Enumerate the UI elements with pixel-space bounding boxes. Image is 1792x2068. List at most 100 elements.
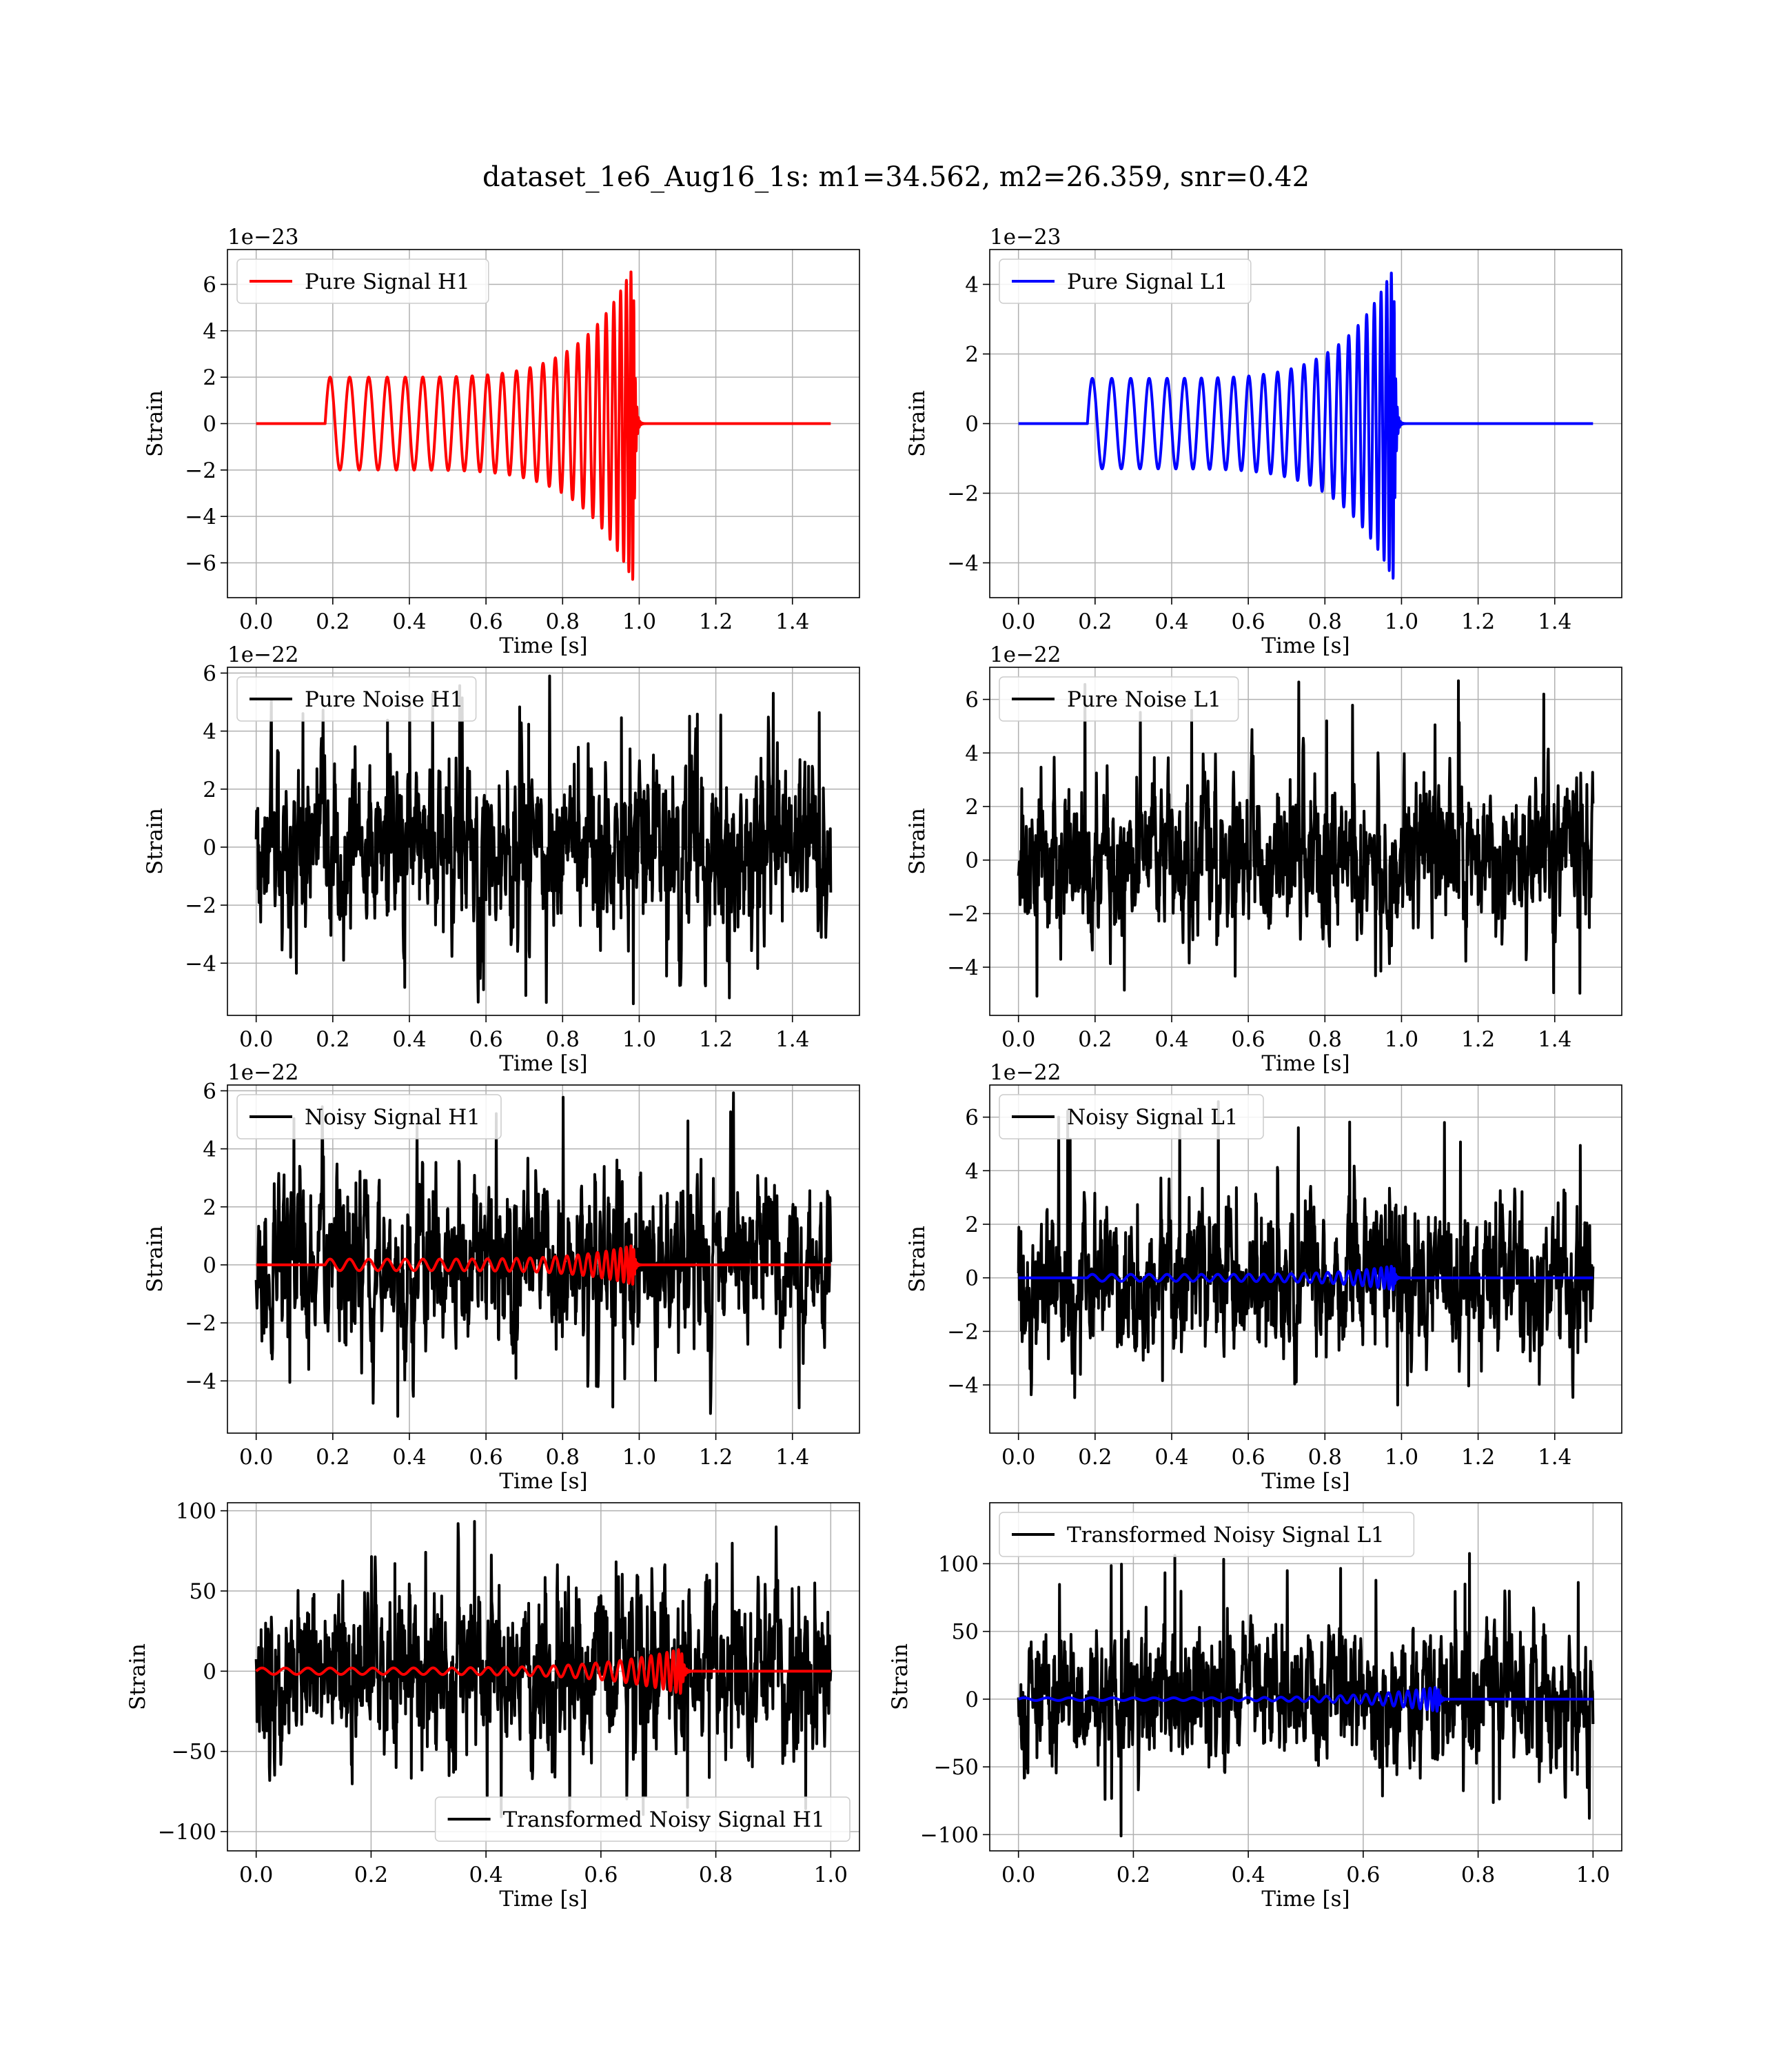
- x-tick-label: 0.0: [239, 1027, 273, 1052]
- legend: Noisy Signal L1: [999, 1094, 1264, 1139]
- legend: Transformed Noisy Signal H1: [434, 1796, 851, 1842]
- y-tick-label: 4: [965, 1159, 979, 1184]
- y-tick-label: 100: [176, 1499, 216, 1524]
- x-tick-label: 0.0: [239, 1445, 273, 1470]
- x-tick-label: 1.0: [1576, 1863, 1610, 1887]
- legend-label: Pure Noise L1: [1067, 687, 1221, 712]
- chart-panel-pure-signal-l1: 0.0 0.2 0.4 0.6 0.8 1.0 1.2 1.4 −4 −2 0 2 4 1e−23 Time…: [905, 225, 1622, 658]
- legend-box: [999, 1094, 1264, 1139]
- x-axis-label: Time [s]: [1261, 1887, 1350, 1912]
- axis-offset-label: 1e−22: [990, 642, 1061, 667]
- axes-frame: [989, 1502, 1622, 1852]
- axes-frame: [227, 1502, 860, 1852]
- x-tick-label: 0.2: [1078, 1445, 1112, 1470]
- legend-label: Pure Noise H1: [305, 687, 463, 712]
- y-tick-label: 100: [938, 1552, 979, 1577]
- x-tick-label: 0.6: [469, 1027, 502, 1052]
- x-tick-label: 1.4: [775, 609, 809, 634]
- series-line-noise: [1017, 1552, 1595, 1838]
- y-tick-label: −4: [185, 1369, 216, 1394]
- x-tick-label: 0.4: [392, 609, 426, 634]
- x-axis-label: Time [s]: [499, 633, 587, 658]
- x-tick-label: 0.8: [1461, 1863, 1495, 1887]
- legend: Pure Signal L1: [999, 258, 1252, 304]
- y-tick-label: −50: [934, 1755, 979, 1780]
- axis-offset-label: 1e−23: [990, 225, 1061, 250]
- y-tick-label: 2: [203, 365, 216, 390]
- x-tick-label: 0.6: [584, 1863, 618, 1887]
- axes-frame: [989, 667, 1622, 1016]
- chart-panel-transformed-noisy-signal-l1: 0.0 0.2 0.4 0.6 0.8 1.0 −100 −50 0 50 100 Time [s] S…: [888, 1502, 1622, 1912]
- legend-label: Transformed Noisy Signal L1: [1067, 1523, 1385, 1548]
- x-axis-label: Time [s]: [499, 1887, 587, 1912]
- x-axis-label: Time [s]: [1261, 1051, 1350, 1076]
- x-tick-label: 0.6: [1231, 1027, 1265, 1052]
- chart-panel-transformed-noisy-signal-h1: 0.0 0.2 0.4 0.6 0.8 1.0 −100 −50 0 50 100 Time [s] S…: [125, 1499, 860, 1912]
- legend: Noisy Signal H1: [236, 1094, 502, 1139]
- series-line-signal: [254, 1648, 831, 1695]
- y-tick-label: −50: [172, 1740, 216, 1765]
- y-tick-label: 0: [965, 849, 979, 873]
- x-tick-label: 1.4: [1538, 1445, 1571, 1470]
- y-tick-label: 6: [203, 661, 216, 686]
- y-tick-label: −100: [158, 1820, 216, 1845]
- x-tick-label: 0.4: [392, 1445, 426, 1470]
- y-tick-label: 6: [203, 273, 216, 298]
- y-tick-label: 2: [965, 1213, 979, 1237]
- y-axis-label: Strain: [143, 390, 167, 457]
- x-tick-label: 0.8: [1308, 609, 1342, 634]
- y-tick-label: −100: [920, 1823, 979, 1847]
- y-axis-label: Strain: [905, 808, 930, 875]
- legend: Pure Noise L1: [999, 676, 1239, 722]
- chart-panel-noisy-signal-h1: 0.0 0.2 0.4 0.6 0.8 1.0 1.2 1.4 −4 −2 0 2 4 6 1e−22 Tim…: [143, 1060, 860, 1494]
- y-tick-label: 0: [203, 835, 216, 860]
- x-tick-label: 0.8: [546, 1445, 580, 1470]
- x-axis-label: Time [s]: [499, 1469, 587, 1494]
- x-tick-label: 1.4: [775, 1027, 809, 1052]
- legend-label: Noisy Signal H1: [305, 1105, 480, 1130]
- x-axis-label: Time [s]: [1261, 633, 1350, 658]
- panels: 0.0 0.2 0.4 0.6 0.8 1.0 1.2 1.4 −6 −4 −2 0 2 4 6 1e−23 T…: [125, 225, 1622, 1912]
- y-tick-label: 4: [203, 720, 216, 744]
- x-tick-label: 1.2: [699, 609, 733, 634]
- y-tick-label: 0: [203, 412, 216, 437]
- legend-box: [236, 676, 477, 722]
- y-tick-label: 0: [965, 1687, 979, 1712]
- y-tick-label: −2: [185, 458, 216, 483]
- y-tick-label: −2: [947, 482, 979, 507]
- legend: Pure Signal H1: [236, 258, 489, 304]
- x-tick-label: 0.4: [1154, 1027, 1188, 1052]
- x-tick-label: 1.2: [1461, 609, 1495, 634]
- y-axis-label: Strain: [125, 1643, 150, 1710]
- y-tick-label: 4: [203, 319, 216, 344]
- x-tick-label: 0.4: [392, 1027, 426, 1052]
- legend: Transformed Noisy Signal L1: [999, 1512, 1415, 1557]
- legend-box: [999, 1512, 1415, 1557]
- y-tick-label: 2: [203, 1195, 216, 1220]
- y-tick-label: 4: [965, 273, 979, 298]
- chart-panel-pure-signal-h1: 0.0 0.2 0.4 0.6 0.8 1.0 1.2 1.4 −6 −4 −2 0 2 4 6 1e−23 T…: [143, 225, 860, 658]
- legend: Pure Noise H1: [236, 676, 477, 722]
- x-tick-label: 0.0: [1001, 1445, 1035, 1470]
- x-tick-label: 1.0: [622, 1445, 656, 1470]
- x-tick-label: 0.8: [1308, 1445, 1342, 1470]
- y-tick-label: 0: [965, 1266, 979, 1291]
- x-tick-label: 0.4: [1154, 609, 1188, 634]
- y-tick-label: −4: [947, 955, 979, 980]
- x-tick-label: 1.0: [622, 609, 656, 634]
- x-tick-label: 0.8: [699, 1863, 733, 1887]
- y-axis-label: Strain: [143, 808, 167, 875]
- x-tick-label: 0.2: [1078, 609, 1112, 634]
- series-line-noise: [254, 1091, 833, 1418]
- x-tick-label: 0.6: [469, 1445, 502, 1470]
- y-tick-label: 6: [965, 1106, 979, 1131]
- legend-box: [434, 1796, 851, 1842]
- x-tick-label: 1.2: [699, 1027, 733, 1052]
- x-tick-label: 0.0: [1001, 609, 1035, 634]
- legend-box: [999, 258, 1252, 304]
- legend-box: [999, 676, 1239, 722]
- chart-panel-pure-noise-l1: 0.0 0.2 0.4 0.6 0.8 1.0 1.2 1.4 −4 −2 0 2 4 6 1e−22 Tim…: [905, 642, 1622, 1076]
- y-tick-label: 0: [203, 1659, 216, 1684]
- axes-frame: [227, 667, 860, 1016]
